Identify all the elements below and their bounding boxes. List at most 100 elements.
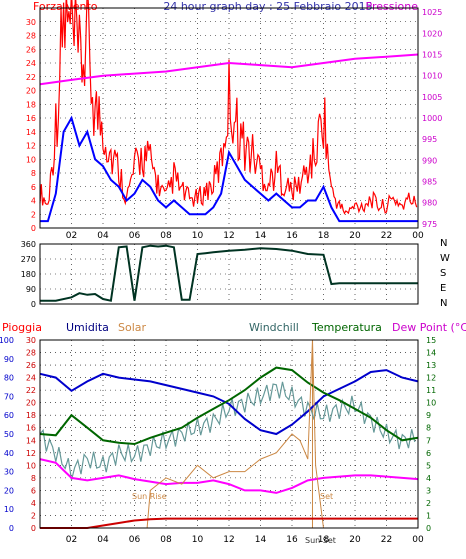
temperature-tick-label: 1 bbox=[426, 511, 431, 520]
y-left-tick-label: 0 bbox=[31, 224, 36, 233]
humidity-tick-label: 40 bbox=[4, 449, 14, 458]
rain-tick-label: 16 bbox=[26, 424, 36, 433]
temperature-tick-label: 13 bbox=[426, 361, 436, 370]
direction-tick-label: 0 bbox=[31, 300, 36, 309]
chart-marks: 02 04 06 08 10 12 14 16 18 20 22 000246810121416182… bbox=[0, 0, 450, 545]
pressure-line bbox=[39, 53, 419, 86]
wind-direction-line bbox=[40, 244, 418, 302]
temperature-tick-label: 14 bbox=[426, 349, 436, 358]
rain-tick-label: 18 bbox=[26, 411, 36, 420]
y-left-tick-label: 4 bbox=[31, 197, 36, 206]
rain-tick-label: 24 bbox=[26, 374, 36, 383]
humidity-tick-label: 10 bbox=[4, 505, 14, 514]
y-left-tick-label: 12 bbox=[26, 142, 36, 151]
y-right-tick-label: 975 bbox=[422, 220, 437, 229]
x-tick-label: 06 bbox=[129, 231, 141, 241]
y-right-tick-label: 990 bbox=[422, 156, 437, 165]
panel-direction-frame bbox=[39, 243, 419, 305]
x-tick-label: 22 bbox=[381, 231, 392, 241]
humidity-tick-label: 80 bbox=[4, 374, 14, 383]
y-left-tick-label: 10 bbox=[26, 155, 36, 164]
y-right-tick-label: 985 bbox=[422, 177, 437, 186]
rain-tick-label: 26 bbox=[26, 361, 36, 370]
temperature-tick-label: 11 bbox=[426, 386, 436, 395]
y-left-tick-label: 22 bbox=[26, 73, 36, 82]
temperature-tick-label: 12 bbox=[426, 374, 436, 383]
rain-tick-label: 4 bbox=[31, 499, 36, 508]
direction-tick-label: 270 bbox=[21, 255, 36, 264]
temperature-tick-label: 0 bbox=[426, 524, 431, 533]
humidity-tick-label: 60 bbox=[4, 411, 14, 420]
y-left-tick-label: 30 bbox=[26, 18, 36, 27]
humidity-tick-label: 50 bbox=[4, 430, 14, 439]
compass-label: N bbox=[440, 238, 447, 249]
y-right-tick-label: 1010 bbox=[422, 72, 442, 81]
temperature-tick-label: 10 bbox=[426, 399, 436, 408]
rain-tick-label: 8 bbox=[31, 474, 36, 483]
y-right-tick-label: 1005 bbox=[422, 93, 442, 102]
humidity-tick-label: 70 bbox=[4, 392, 14, 401]
temperature-tick-label: 6 bbox=[426, 449, 431, 458]
rain-tick-label: 20 bbox=[26, 399, 36, 408]
x-tick-label: 02 bbox=[66, 231, 77, 241]
x-tick-label: 06 bbox=[129, 535, 141, 545]
humidity-tick-label: 30 bbox=[4, 468, 14, 477]
chart-title: 24 hour graph day : 25 Febbraio 2015 bbox=[163, 0, 372, 13]
rain-tick-label: 0 bbox=[31, 524, 36, 533]
pressure-axis-title: Pressione bbox=[366, 0, 419, 13]
legend-pioggia: Pioggia bbox=[2, 321, 42, 334]
y-right-tick-label: 995 bbox=[422, 135, 437, 144]
y-left-tick-label: 24 bbox=[26, 59, 36, 68]
x-tick-label: 20 bbox=[349, 535, 361, 545]
y-left-tick-label: 6 bbox=[31, 183, 36, 192]
humidity-tick-label: 90 bbox=[4, 355, 14, 364]
x-tick-label: 20 bbox=[349, 231, 361, 241]
compass-label: N bbox=[440, 298, 447, 309]
y-right-tick-label: 1025 bbox=[422, 8, 442, 17]
y-left-tick-label: 8 bbox=[31, 169, 36, 178]
y-left-tick-label: 14 bbox=[26, 128, 36, 137]
rain-tick-label: 2 bbox=[31, 511, 36, 520]
x-tick-label: 14 bbox=[255, 231, 267, 241]
rain-tick-label: 6 bbox=[31, 486, 36, 495]
x-tick-label: 04 bbox=[97, 535, 109, 545]
annotation-sun-set: Sun Set bbox=[305, 536, 336, 545]
temperature-tick-label: 5 bbox=[426, 461, 431, 470]
legend-dewpoint: Dew Point (°C) bbox=[392, 321, 466, 334]
temperature-tick-label: 8 bbox=[426, 424, 431, 433]
annotation-set: Set bbox=[320, 492, 333, 501]
x-tick-label: 18 bbox=[318, 231, 330, 241]
x-tick-label: 00 bbox=[412, 231, 424, 241]
temperature-line bbox=[39, 366, 419, 446]
x-tick-label: 04 bbox=[97, 231, 109, 241]
legend-umidita: Umidita bbox=[66, 321, 109, 334]
x-tick-label: 16 bbox=[286, 535, 298, 545]
legend-temperatura: Temperatura bbox=[311, 321, 382, 334]
rain-tick-label: 10 bbox=[26, 461, 36, 470]
x-tick-label: 12 bbox=[223, 231, 234, 241]
direction-tick-label: 360 bbox=[21, 240, 36, 249]
temperature-tick-label: 7 bbox=[426, 436, 431, 445]
y-right-tick-label: 1000 bbox=[422, 114, 442, 123]
x-tick-label: 08 bbox=[160, 535, 172, 545]
y-right-tick-label: 980 bbox=[422, 199, 437, 208]
temperature-tick-label: 9 bbox=[426, 411, 431, 420]
panel-weather-frame bbox=[39, 339, 419, 529]
x-tick-label: 12 bbox=[223, 535, 234, 545]
temperature-tick-label: 4 bbox=[426, 474, 431, 483]
x-tick-label: 16 bbox=[286, 231, 298, 241]
panel-wind-frame bbox=[39, 7, 419, 229]
wind-speed-line bbox=[40, 115, 418, 223]
humidity-tick-label: 0 bbox=[9, 524, 14, 533]
compass-label: E bbox=[440, 283, 446, 294]
wind-gust-line bbox=[39, 0, 418, 215]
x-tick-label: 10 bbox=[192, 535, 204, 545]
compass-label: W bbox=[440, 253, 450, 264]
y-left-tick-label: 26 bbox=[26, 45, 36, 54]
windchill-line bbox=[39, 381, 416, 481]
humidity-line bbox=[39, 369, 419, 436]
y-left-tick-label: 18 bbox=[26, 100, 36, 109]
humidity-tick-label: 20 bbox=[4, 486, 14, 495]
rain-tick-label: 30 bbox=[26, 336, 36, 345]
